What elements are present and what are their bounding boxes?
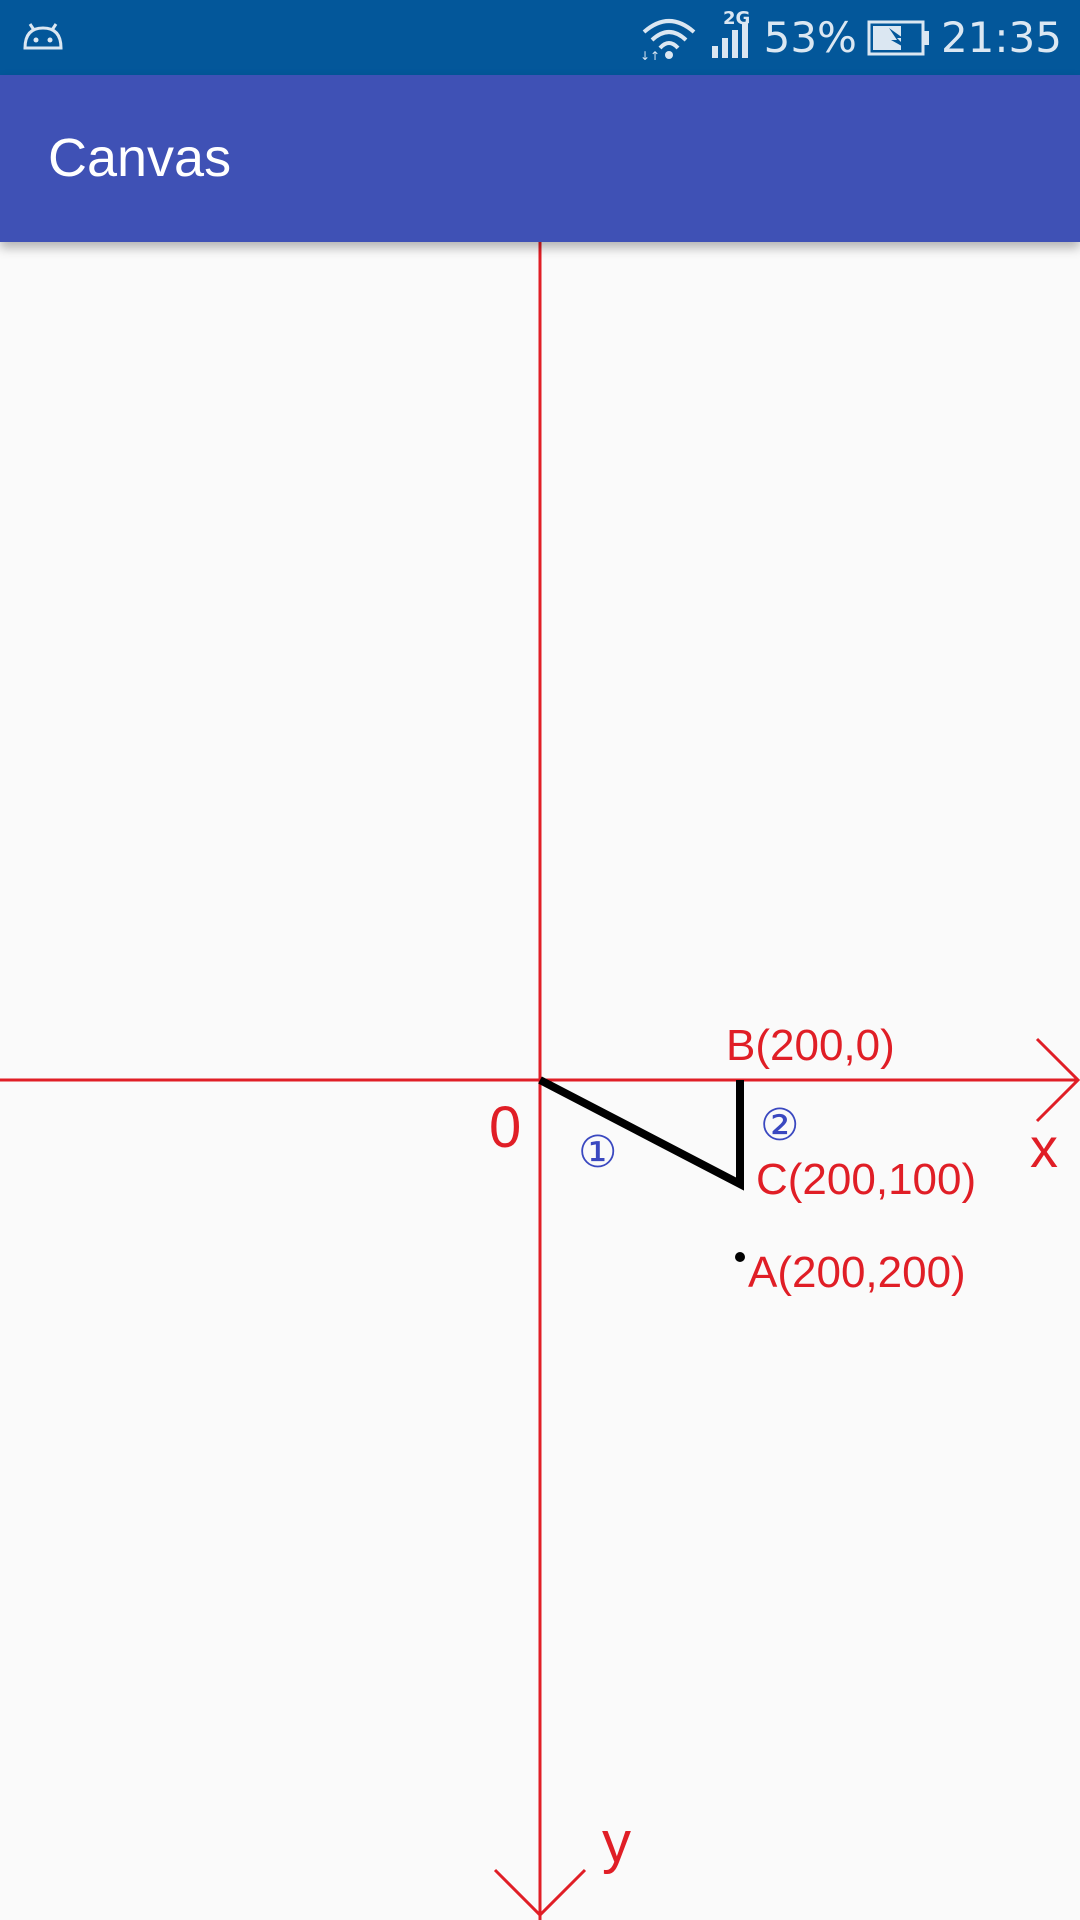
wifi-icon: ↓↑: [640, 18, 695, 60]
signal-icon: [711, 21, 748, 58]
x-axis-label: x: [1030, 1116, 1058, 1179]
point-a-label: A(200,200): [748, 1248, 966, 1297]
origin-label: 0: [489, 1095, 521, 1160]
status-bar: 2G ↓↑ 53% 21:35: [0, 0, 1080, 75]
coordinate-diagram: 0 x y B(200,0) C(200,100) A(200,200) ① ②: [0, 242, 1080, 1920]
svg-text:↓↑: ↓↑: [640, 49, 660, 60]
battery-charging-icon: [867, 20, 929, 55]
drawing-canvas[interactable]: 0 x y B(200,0) C(200,100) A(200,200) ① ②: [0, 242, 1080, 1920]
segment-marker-2: ②: [760, 1100, 799, 1151]
android-icon: [23, 23, 63, 50]
x-axis-arrow: [1035, 1037, 1080, 1123]
point-b-label: B(200,0): [726, 1021, 895, 1070]
clock: 21:35: [940, 13, 1062, 62]
point-c-label: C(200,100): [756, 1155, 976, 1204]
battery-percent: 53%: [763, 13, 857, 62]
path-o-c-b: [538, 1076, 744, 1191]
app-bar: Canvas: [0, 75, 1080, 242]
segment-marker-1: ①: [578, 1127, 617, 1178]
point-a-dot: [735, 1252, 745, 1262]
app-title: Canvas: [48, 128, 232, 188]
y-axis-label: y: [602, 1810, 631, 1875]
y-axis-arrow: [493, 1868, 587, 1918]
